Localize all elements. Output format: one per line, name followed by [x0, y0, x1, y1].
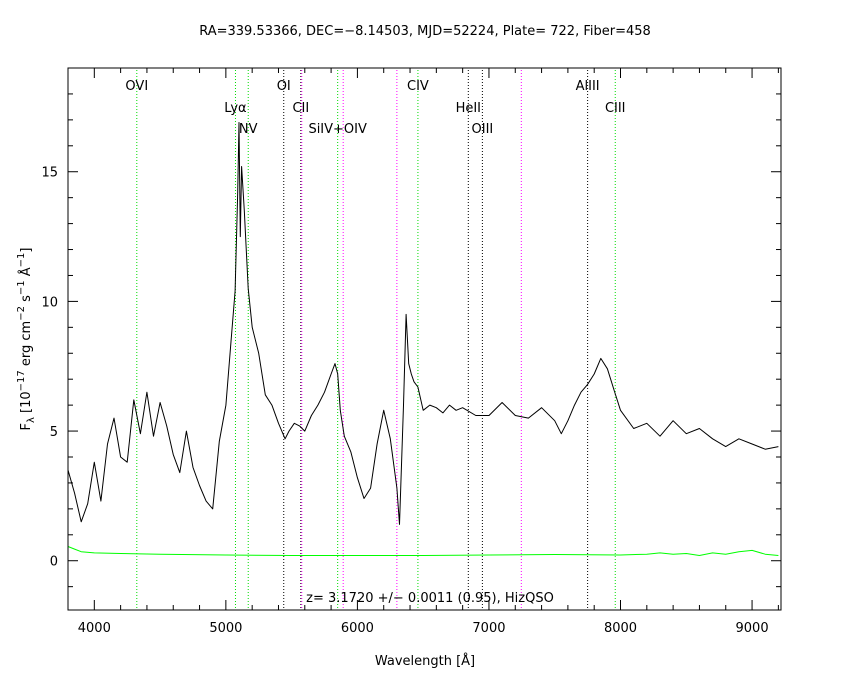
spectral-line-label-2: NV [239, 122, 258, 137]
axis-ticks-layer: 4000 5000 6000 7000 8000 9000 0 5 10 15 [41, 68, 781, 636]
series-layer [67, 122, 779, 556]
spectral-line-label-9: CIV [407, 79, 429, 94]
spectral-line-label-6: SiIV+OIV [308, 122, 367, 137]
spectral-line-label-14: CIII [605, 101, 626, 116]
spectral-line-label-3: OI [277, 79, 291, 94]
y-tick-label-3: 15 [41, 166, 58, 181]
error-series-line [67, 546, 779, 556]
chart-title: RA=339.53366, DEC=−8.14503, MJD=52224, P… [199, 24, 651, 39]
y-label-unit3: Å [18, 267, 34, 280]
plot-frame [67, 67, 782, 611]
x-tick-label-2: 6000 [341, 621, 374, 636]
x-axis-label: Wavelength [Å] [375, 653, 475, 669]
y-label-unit2: s [19, 295, 34, 306]
y-label-sub: λ [26, 417, 37, 423]
spectral-line-label-11: OIII [472, 122, 494, 137]
y-label-sup3: −1 [16, 280, 27, 295]
y-label-sup2: −2 [16, 306, 27, 321]
y-label-close: ] [19, 248, 34, 253]
spectral-line-label-1: Lyα [224, 101, 246, 116]
y-axis-label: Fλ [10−17 erg cm−2 s−1 Å−1] [16, 248, 37, 431]
spectral-line-label-13: AlIII [576, 79, 600, 94]
redshift-annotation: z= 3.1720 +/− 0.0011 (0.95), HizQSO [306, 591, 554, 606]
spectral-line-label-4: CII [292, 101, 309, 116]
y-label-main: F [19, 423, 34, 430]
x-tick-label-1: 5000 [209, 621, 242, 636]
y-tick-label-1: 5 [50, 425, 58, 440]
flux-series-line [67, 122, 779, 525]
y-label-unit1: erg cm [19, 321, 34, 370]
x-tick-label-5: 9000 [736, 621, 769, 636]
y-label-rest: [10 [19, 391, 34, 417]
y-label-sup4: −1 [16, 253, 27, 268]
y-label-sup1: −17 [16, 370, 27, 391]
y-tick-label-0: 0 [50, 555, 58, 570]
spectral-line-label-0: OVI [125, 79, 148, 94]
x-tick-label-0: 4000 [78, 621, 111, 636]
spectral-line-label-10: HeII [456, 101, 481, 116]
x-tick-label-4: 8000 [604, 621, 637, 636]
x-tick-label-3: 7000 [472, 621, 505, 636]
y-tick-label-2: 10 [41, 295, 58, 310]
